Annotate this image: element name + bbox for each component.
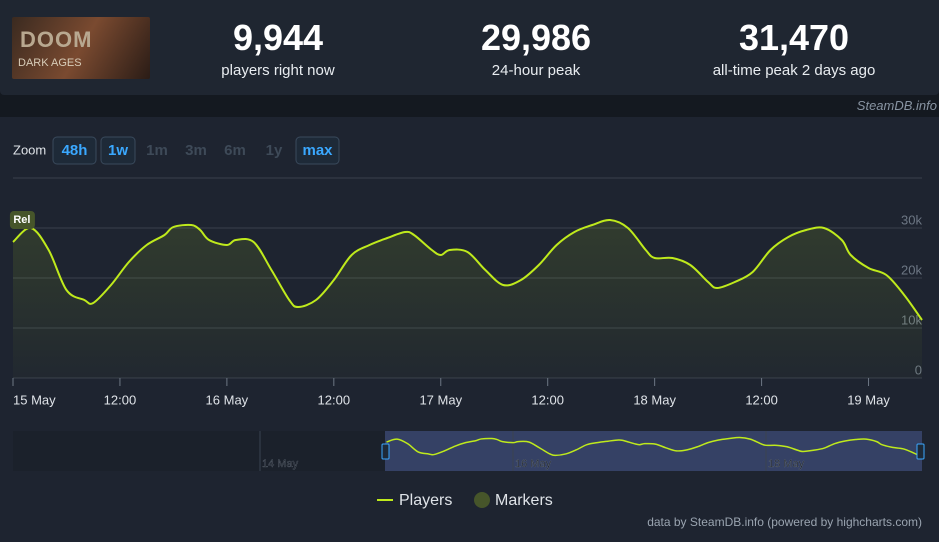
navigator-handle[interactable] — [381, 443, 390, 460]
legend-label[interactable]: Markers — [495, 492, 553, 509]
x-tick-label: 19 May — [847, 392, 890, 407]
stat-value: 9,944 — [232, 17, 324, 58]
zoom-button: 6m — [224, 142, 246, 159]
legend-label[interactable]: Players — [399, 492, 452, 509]
stat: 29,986 24-hour peak — [416, 17, 656, 80]
stat: 9,944 players right now — [158, 17, 398, 80]
x-tick-label: 17 May — [419, 392, 462, 407]
x-tick-label: 12:00 — [318, 392, 351, 407]
stat-value: 29,986 — [480, 17, 592, 58]
navigator-label: 18 May — [768, 458, 805, 470]
x-tick-label: 15 May — [13, 392, 56, 407]
marker-label: Rel — [13, 214, 30, 226]
x-tick-label: 18 May — [633, 392, 676, 407]
stat-label: all-time peak 2 days ago — [712, 62, 876, 79]
zoom-button-frame — [100, 136, 136, 165]
zoom-button: 1y — [266, 142, 283, 159]
y-tick-label: 20k — [901, 262, 922, 277]
zoom-button-frame — [295, 136, 340, 165]
zoom-button[interactable]: max — [302, 142, 333, 159]
zoom-button: 3m — [185, 142, 207, 159]
x-tick-label: 12:00 — [531, 392, 564, 407]
stat-label: players right now — [221, 62, 335, 79]
navigator-line — [386, 436, 925, 459]
x-tick-label: 12:00 — [745, 392, 778, 407]
zoom-button[interactable]: 1w — [108, 142, 128, 159]
legend-symbol — [474, 492, 490, 508]
zoom-button-frame — [52, 136, 97, 165]
zoom-button[interactable]: 48h — [62, 142, 88, 159]
stat: 31,470 all-time peak 2 days ago — [674, 17, 914, 80]
x-tick-label: 16 May — [206, 392, 249, 407]
credits: data by SteamDB.info (powered by highcha… — [647, 515, 922, 529]
marker-flag — [9, 211, 35, 229]
logo-title: DOOM — [20, 27, 93, 52]
game-logo: DOOM DARK AGES — [12, 17, 150, 79]
y-tick-label: 30k — [901, 212, 922, 227]
series-line — [12, 218, 923, 321]
stat-value: 31,470 — [738, 17, 850, 58]
navigator-label: 14 May — [262, 458, 299, 470]
navigator-handle[interactable] — [916, 443, 925, 460]
source: SteamDB.info — [856, 98, 937, 113]
stat-label: 24-hour peak — [491, 62, 581, 79]
logo-subtitle: DARK AGES — [18, 57, 82, 69]
series-area — [13, 219, 922, 378]
header: DOOM DARK AGES 9,944 players right now 29,… — [0, 0, 939, 95]
navigator-selection[interactable] — [385, 431, 922, 471]
x-tick-label: 12:00 — [104, 392, 137, 407]
zoom-label: Zoom — [13, 142, 46, 157]
navigator-label: 16 May — [515, 458, 552, 470]
zoom-button: 1m — [146, 142, 168, 159]
